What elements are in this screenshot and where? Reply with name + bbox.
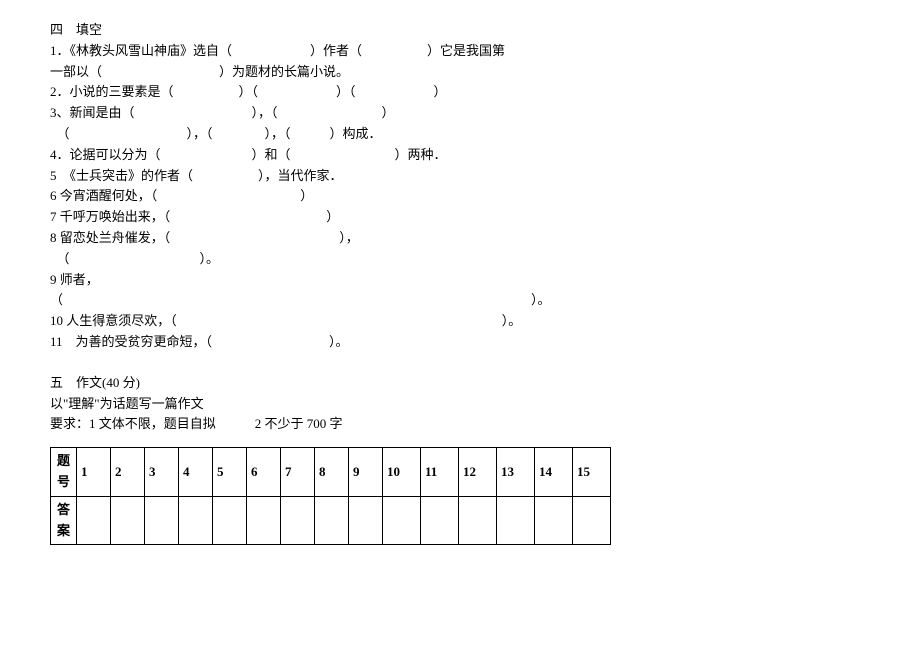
- s4-line: 8 留恋处兰舟催发，（ ），: [50, 228, 670, 249]
- table-cell: [179, 496, 213, 545]
- table-cell: [383, 496, 421, 545]
- s4-line: 2．小说的三要素是（ ）（ ）（ ）: [50, 82, 670, 103]
- table-cell: 8: [315, 448, 349, 497]
- table-cell: [111, 496, 145, 545]
- table-cell: 13: [497, 448, 535, 497]
- table-cell: 9: [349, 448, 383, 497]
- s4-line: 3、新闻是由（ ），（ ）: [50, 103, 670, 124]
- row-header-2: 答案: [51, 496, 77, 545]
- table-cell: [497, 496, 535, 545]
- s4-line: 4．论据可以分为（ ）和（ ）两种．: [50, 145, 670, 166]
- answer-table: 题号 1 2 3 4 5 6 7 8 9 10 11 12 13 14 15 答…: [50, 447, 611, 545]
- spacer: [50, 353, 670, 373]
- section4-title: 四 填空: [50, 20, 670, 41]
- table-cell: [213, 496, 247, 545]
- s4-line: （ ），（ ），（ ）构成．: [50, 124, 670, 145]
- section5-title: 五 作文(40 分): [50, 373, 670, 394]
- table-cell: 10: [383, 448, 421, 497]
- table-cell: [459, 496, 497, 545]
- s5-line1: 以"理解"为话题写一篇作文: [50, 394, 670, 415]
- table-cell: 7: [281, 448, 315, 497]
- s4-line: 6 今宵酒醒何处，（ ）: [50, 186, 670, 207]
- table-cell: 15: [573, 448, 611, 497]
- table-row: 答案: [51, 496, 611, 545]
- table-cell: 6: [247, 448, 281, 497]
- table-cell: 4: [179, 448, 213, 497]
- row-header-1: 题号: [51, 448, 77, 497]
- s4-line: 10 人生得意须尽欢，（ ）。: [50, 311, 670, 332]
- s4-line: （ ）。: [50, 249, 670, 270]
- table-cell: [535, 496, 573, 545]
- table-cell: [573, 496, 611, 545]
- table-cell: 11: [421, 448, 459, 497]
- table-cell: [349, 496, 383, 545]
- s5-line2: 要求：1 文体不限，题目自拟 2 不少于 700 字: [50, 414, 670, 435]
- table-row: 题号 1 2 3 4 5 6 7 8 9 10 11 12 13 14 15: [51, 448, 611, 497]
- s4-line: 5 《士兵突击》的作者（ ），当代作家．: [50, 166, 670, 187]
- table-cell: 3: [145, 448, 179, 497]
- table-cell: 1: [77, 448, 111, 497]
- content-area: 四 填空 1．《林教头风雪山神庙》选自（ ）作者（ ）它是我国第 一部以（ ）为…: [50, 20, 670, 545]
- s4-line: 1．《林教头风雪山神庙》选自（ ）作者（ ）它是我国第: [50, 41, 670, 62]
- table-cell: 2: [111, 448, 145, 497]
- table-cell: [421, 496, 459, 545]
- table-cell: [145, 496, 179, 545]
- table-cell: 12: [459, 448, 497, 497]
- table-cell: [77, 496, 111, 545]
- s4-line: 一部以（ ）为题材的长篇小说。: [50, 62, 670, 83]
- s4-line: 9 师者，: [50, 270, 670, 291]
- s4-line: （ ）。: [50, 290, 670, 311]
- s4-line: 11 为善的受贫穷更命短，（ ）。: [50, 332, 670, 353]
- table-cell: [315, 496, 349, 545]
- document-page: 四 填空 1．《林教头风雪山神庙》选自（ ）作者（ ）它是我国第 一部以（ ）为…: [0, 0, 920, 651]
- table-cell: [281, 496, 315, 545]
- table-cell: 5: [213, 448, 247, 497]
- table-cell: 14: [535, 448, 573, 497]
- s4-line: 7 千呼万唤始出来，（ ）: [50, 207, 670, 228]
- table-cell: [247, 496, 281, 545]
